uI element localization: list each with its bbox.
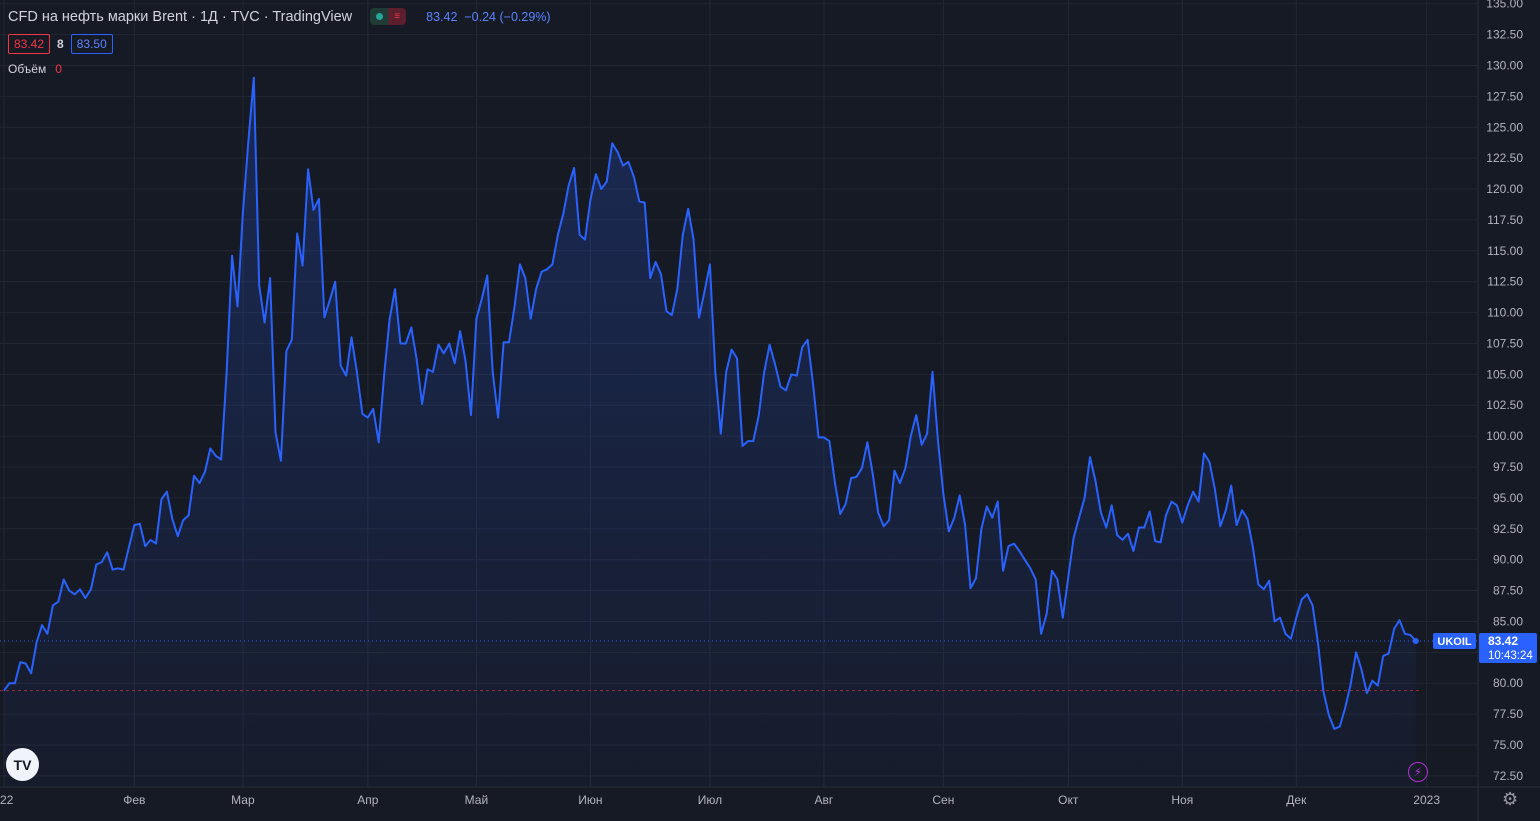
- price-badge-value: 83.42: [1488, 634, 1518, 648]
- volume-value: 0: [55, 62, 62, 76]
- y-tick-label: 80.00: [1493, 676, 1523, 690]
- y-tick-label: 85.00: [1493, 614, 1523, 628]
- legend-quote: 83.42 −0.24 (−0.29%): [426, 10, 550, 24]
- y-tick-label: 110.00: [1487, 306, 1523, 320]
- price-badge-box: [1479, 632, 1537, 663]
- x-tick-label: Дек: [1286, 793, 1307, 807]
- y-tick-label: 90.00: [1493, 553, 1523, 567]
- y-tick-label: 100.00: [1486, 429, 1523, 443]
- last-price-badge: UKOIL 83.42 10:43:24: [1433, 632, 1537, 663]
- x-tick-label: 2023: [1413, 793, 1440, 807]
- y-tick-label: 127.50: [1486, 89, 1523, 103]
- bid-price-button[interactable]: 83.42: [8, 34, 51, 54]
- y-tick-label: 130.00: [1486, 58, 1523, 72]
- y-tick-label: 97.50: [1493, 460, 1523, 474]
- price-area-fill: [4, 77, 1416, 788]
- price-line: [3, 76, 1417, 730]
- y-tick-label: 117.50: [1487, 213, 1523, 227]
- x-tick-label: Апр: [357, 793, 379, 807]
- last-point-marker: [1412, 637, 1419, 644]
- y-tick-label: 107.50: [1486, 336, 1523, 350]
- ask-price-button[interactable]: 83.50: [70, 34, 113, 54]
- symbol-title[interactable]: CFD на нефть марки Brent · 1Д · TVC · Tr…: [8, 8, 353, 25]
- price-axis[interactable]: 72.5075.0077.5080.0082.5085.0087.5090.00…: [1477, 0, 1523, 821]
- x-tick-label: Май: [465, 793, 489, 807]
- volume-legend[interactable]: Объём 0: [8, 62, 551, 76]
- y-tick-label: 87.50: [1493, 584, 1523, 598]
- x-tick-label: Фев: [123, 793, 145, 807]
- quote-change: −0.24 (−0.29%): [464, 9, 551, 24]
- y-tick-label: 102.50: [1486, 398, 1523, 412]
- x-tick-label: Ноя: [1171, 793, 1193, 807]
- lightning-icon[interactable]: ⚡: [1408, 762, 1428, 782]
- y-tick-label: 125.00: [1486, 120, 1523, 134]
- tradingview-logo-icon[interactable]: TV: [6, 748, 39, 781]
- y-tick-label: 72.50: [1493, 769, 1523, 783]
- reference-lines: [0, 640, 1478, 692]
- settings-gear-icon[interactable]: ⚙: [1502, 789, 1519, 809]
- volume-label: Объём: [8, 62, 47, 76]
- quote-last: 83.42: [426, 9, 458, 24]
- y-tick-label: 120.00: [1486, 182, 1523, 196]
- y-tick-label: 95.00: [1493, 491, 1523, 505]
- market-open-dot-icon: [375, 13, 383, 20]
- symbol-badge-text: UKOIL: [1437, 636, 1472, 648]
- price-area: [3, 76, 1419, 788]
- market-status-pill[interactable]: ≡: [370, 8, 407, 25]
- price-badge-countdown: 10:43:24: [1488, 650, 1533, 662]
- y-tick-label: 92.50: [1493, 522, 1523, 536]
- x-tick-label: Июл: [698, 793, 722, 807]
- x-tick-label: Июн: [578, 793, 602, 807]
- y-tick-label: 75.00: [1493, 738, 1523, 752]
- chart-legend: CFD на нефть марки Brent · 1Д · TVC · Tr…: [8, 8, 551, 76]
- time-axis[interactable]: 22 Фев Мар Апр Май Июн Июл Авг Сен Окт Ноя Дек 2023: [0, 786, 1540, 807]
- x-tick-label: Авг: [815, 793, 834, 807]
- y-tick-label: 77.50: [1493, 707, 1523, 721]
- x-tick-label: Мар: [231, 793, 255, 807]
- symbol-badge-box: [1433, 632, 1476, 649]
- y-tick-label: 115.00: [1487, 244, 1523, 258]
- x-tick-label: 22: [0, 793, 14, 807]
- y-tick-label: 132.50: [1486, 28, 1523, 42]
- x-tick-label: Окт: [1058, 793, 1079, 807]
- spread-value: 8: [57, 37, 64, 51]
- y-tick-label: 122.50: [1486, 151, 1523, 165]
- menu-lines-icon: ≡: [388, 8, 407, 25]
- y-tick-label: 105.00: [1486, 367, 1523, 381]
- y-tick-label: 112.50: [1487, 275, 1523, 289]
- x-tick-label: Сен: [932, 793, 954, 807]
- y-tick-label: 135.00: [1486, 0, 1523, 11]
